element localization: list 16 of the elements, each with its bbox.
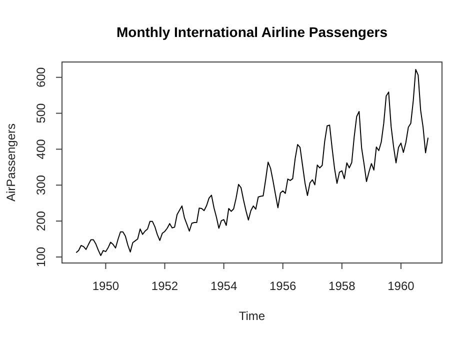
y-tick-label: 500 (34, 102, 48, 124)
x-tick-label: 1958 (328, 279, 356, 293)
x-tick-label: 1956 (270, 279, 297, 293)
x-tick-label: 1954 (210, 279, 238, 293)
x-axis-title: Time (238, 309, 266, 323)
y-tick-label: 300 (34, 174, 48, 196)
y-tick-label: 200 (34, 210, 48, 232)
y-tick-label: 400 (34, 138, 48, 160)
line-series (76, 68, 429, 256)
y-tick-label: 100 (34, 246, 48, 268)
y-tick-label: 600 (34, 67, 48, 88)
y-axis-title: AirPassengers (4, 123, 18, 202)
x-tick-label: 1950 (92, 279, 120, 293)
chart-title: Monthly International Airline Passengers (116, 24, 388, 40)
x-tick-label: 1960 (388, 279, 415, 293)
x-tick-label: 1952 (151, 279, 178, 293)
